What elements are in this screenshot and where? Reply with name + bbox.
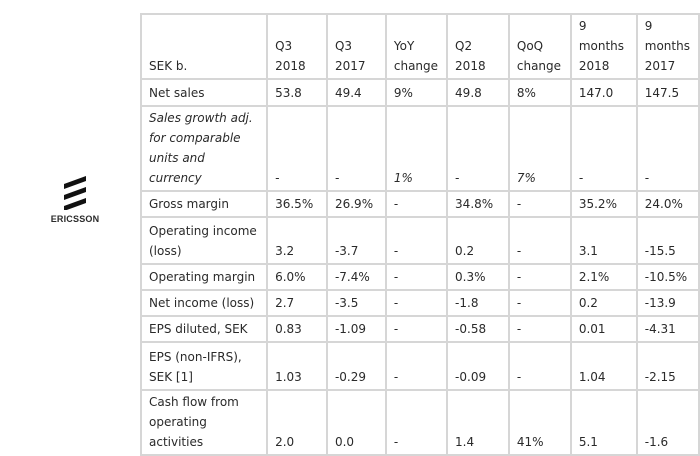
cell-value: 1.04 — [569, 341, 638, 391]
cell-value: -10.5% — [635, 263, 700, 291]
table-row: Net sales 53.8 49.4 9% 49.8 8% 147.0 147.5 — [139, 78, 700, 107]
cell-value: -13.9 — [635, 289, 700, 317]
cell-value: 34.8% — [446, 190, 510, 218]
cell-value: 0.2 — [569, 289, 638, 317]
cell-value: -1.09 — [325, 315, 387, 343]
row-label: Operating margin — [139, 263, 269, 291]
cell-value: - — [569, 105, 638, 192]
table-row: Net income (loss) 2.7 -3.5- -1.8-0.2 -13.9 — [139, 289, 700, 317]
cell-value: 3.1 — [569, 216, 638, 265]
cell-value: 41% — [507, 389, 572, 456]
cell-value: 1.4 — [446, 389, 510, 456]
row-label: Operating income (loss) — [139, 216, 269, 265]
cell-value: -1.6 — [635, 389, 700, 456]
cell-value: 7% — [507, 105, 572, 192]
cell-value: 53.8 — [266, 78, 328, 107]
row-label: Sales growth adj. for comparable units a… — [139, 105, 269, 192]
cell-value: 35.2% — [569, 190, 638, 218]
row-label: Gross margin — [139, 190, 269, 218]
row-label: Cash flow from operating activities — [139, 389, 269, 456]
cell-value: 147.0 — [569, 78, 638, 107]
column-header: YoY change — [384, 13, 449, 80]
cell-value: 9% — [384, 78, 449, 107]
table-row: EPS (non-IFRS), SEK [1] 1.03 -0.29- -0.09-1… — [139, 341, 700, 391]
row-label: Net income (loss) — [139, 289, 269, 317]
cell-value: - — [446, 105, 510, 192]
cell-value: - — [384, 315, 449, 343]
cell-value: 0.83 — [266, 315, 328, 343]
cell-value: - — [635, 105, 700, 192]
table-row: Cash flow from operating activities 2.0 0.… — [139, 389, 700, 456]
cell-value: -0.29 — [325, 341, 387, 391]
cell-value: 147.5 — [635, 78, 700, 107]
cell-value: 6.0% — [266, 263, 328, 291]
units-header: SEK b. — [139, 13, 269, 80]
cell-value: - — [325, 105, 387, 192]
cell-value: - — [507, 263, 572, 291]
cell-value: - — [384, 341, 449, 391]
logo-text: ERICSSON — [50, 214, 100, 224]
cell-value: 26.9% — [325, 190, 387, 218]
cell-value: 1% — [384, 105, 449, 192]
ericsson-stripes-icon — [64, 176, 86, 210]
cell-value: 36.5% — [266, 190, 328, 218]
cell-value: -0.58 — [446, 315, 510, 343]
column-header: 9 months 2017 — [635, 13, 700, 80]
cell-value: - — [384, 289, 449, 317]
cell-value: -3.7 — [325, 216, 387, 265]
row-label: Net sales — [139, 78, 269, 107]
cell-value: - — [507, 341, 572, 391]
cell-value: -1.8 — [446, 289, 510, 317]
cell-value: - — [384, 389, 449, 456]
cell-value: 2.7 — [266, 289, 328, 317]
cell-value: 2.0 — [266, 389, 328, 456]
cell-value: 0.0 — [325, 389, 387, 456]
column-header: QoQ change — [507, 13, 572, 80]
column-header: Q3 2018 — [266, 13, 328, 80]
table-row: Gross margin 36.5% 26.9% -34.8% -35.2% 24.0% — [139, 190, 700, 218]
cell-value: -2.15 — [635, 341, 700, 391]
cell-value: 8% — [507, 78, 572, 107]
cell-value: - — [384, 263, 449, 291]
row-label: EPS (non-IFRS), SEK [1] — [139, 341, 269, 391]
cell-value: - — [507, 216, 572, 265]
cell-value: 24.0% — [635, 190, 700, 218]
cell-value: 2.1% — [569, 263, 638, 291]
cell-value: 49.8 — [446, 78, 510, 107]
cell-value: 49.4 — [325, 78, 387, 107]
cell-value: - — [384, 190, 449, 218]
cell-value: - — [507, 315, 572, 343]
cell-value: 0.3% — [446, 263, 510, 291]
cell-value: -15.5 — [635, 216, 700, 265]
cell-value: 0.01 — [569, 315, 638, 343]
table-row: Operating margin 6.0% -7.4% -0.3% -2.1% -10.5… — [139, 263, 700, 291]
cell-value: 3.2 — [266, 216, 328, 265]
cell-value: - — [507, 289, 572, 317]
column-header: Q3 2017 — [325, 13, 387, 80]
cell-value: 1.03 — [266, 341, 328, 391]
financial-summary-table: SEK b. Q3 2018 Q3 2017 YoY change Q2 2018 QoQ… — [139, 13, 700, 456]
ericsson-logo: ERICSSON — [40, 176, 110, 224]
cell-value: - — [384, 216, 449, 265]
cell-value: 5.1 — [569, 389, 638, 456]
column-header: 9 months 2018 — [569, 13, 638, 80]
cell-value: -0.09 — [446, 341, 510, 391]
table-row: EPS diluted, SEK 0.83 -1.09- -0.58-0.01 -4.3… — [139, 315, 700, 343]
row-label: EPS diluted, SEK — [139, 315, 269, 343]
cell-value: -3.5 — [325, 289, 387, 317]
cell-value: 0.2 — [446, 216, 510, 265]
cell-value: -4.31 — [635, 315, 700, 343]
cell-value: - — [266, 105, 328, 192]
column-header: Q2 2018 — [446, 13, 510, 80]
table-row: Sales growth adj. for comparable units a… — [139, 105, 700, 192]
table-row: Operating income (loss) 3.2 -3.7-0.2-3.1 -1… — [139, 216, 700, 265]
cell-value: -7.4% — [325, 263, 387, 291]
cell-value: - — [507, 190, 572, 218]
header-row: SEK b. Q3 2018 Q3 2017 YoY change Q2 2018 QoQ… — [139, 13, 700, 80]
